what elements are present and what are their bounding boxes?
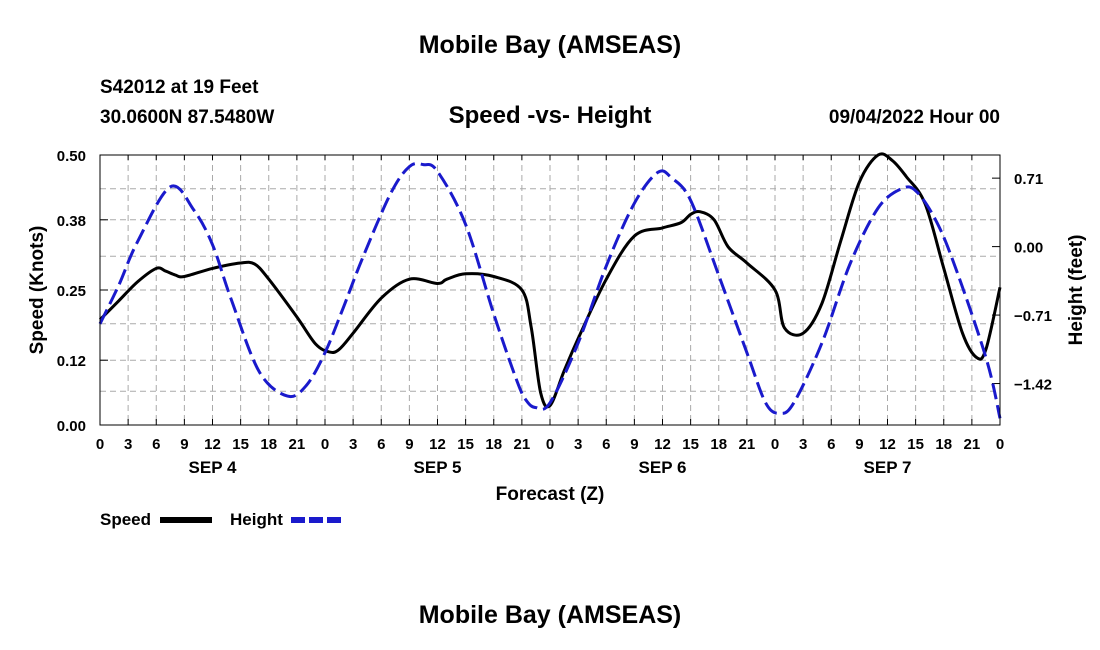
x-tick-label: 6 — [152, 436, 160, 453]
x-tick-label: 6 — [602, 436, 610, 453]
x-tick-label: 0 — [771, 436, 779, 453]
y2-tick-label: −1.42 — [1014, 377, 1052, 394]
tick-labels: 0 3 6 9 12 15 18 21 0 3 6 9 12 15 18 21 0 3 6 9 12 15 18 21 0 3 6 9… — [57, 148, 1052, 477]
plot-frame — [99, 154, 1001, 426]
x-tick-label: 9 — [855, 436, 863, 453]
x-tick-label: 15 — [457, 436, 474, 453]
legend: Speed Height — [100, 510, 342, 529]
day-label: SEP 5 — [414, 458, 462, 477]
x-tick-label: 3 — [349, 436, 357, 453]
legend-height-label: Height — [230, 510, 283, 529]
x-tick-label: 21 — [964, 436, 981, 453]
x-tick-label: 12 — [879, 436, 896, 453]
x-tick-label: 6 — [827, 436, 835, 453]
x-tick-label: 12 — [429, 436, 446, 453]
x-tick-label: 15 — [907, 436, 924, 453]
x-tick-label: 21 — [739, 436, 756, 453]
height-series-line — [98, 162, 1002, 419]
x-tick-label: 3 — [799, 436, 807, 453]
x-tick-label: 0 — [321, 436, 329, 453]
day-label: SEP 4 — [189, 458, 237, 477]
x-tick-label: 6 — [377, 436, 385, 453]
y-tick-label: 0.25 — [57, 283, 86, 300]
y-tick-label: 0.12 — [57, 353, 86, 370]
x-tick-label: 15 — [682, 436, 699, 453]
series-lines — [98, 152, 1002, 419]
x-tick-label: 9 — [630, 436, 638, 453]
x-tick-label: 18 — [935, 436, 952, 453]
x-tick-label: 3 — [574, 436, 582, 453]
page-title: Mobile Bay (AMSEAS) — [418, 31, 682, 59]
x-tick-label: 21 — [514, 436, 531, 453]
x-tick-label: 0 — [96, 436, 104, 453]
footer-title: Mobile Bay (AMSEAS) — [418, 601, 682, 629]
x-tick-label: 0 — [996, 436, 1004, 453]
day-label: SEP 7 — [864, 458, 912, 477]
datetime-label: 09/04/2022 Hour 00 — [828, 107, 1000, 128]
y-axis-title: Speed (Knots) — [27, 226, 48, 355]
x-tick-label: 15 — [232, 436, 249, 453]
y-tick-label: 0.00 — [57, 418, 86, 435]
x-axis-title: Forecast (Z) — [496, 484, 605, 505]
coordinates-label: 30.0600N 87.5480W — [100, 107, 275, 128]
x-tick-label: 9 — [180, 436, 188, 453]
y2-tick-label: −0.71 — [1014, 308, 1052, 325]
x-tick-label: 9 — [405, 436, 413, 453]
grid — [100, 155, 1000, 425]
day-label: SEP 6 — [639, 458, 687, 477]
x-tick-label: 18 — [710, 436, 727, 453]
x-tick-label: 18 — [485, 436, 502, 453]
x-tick-label: 12 — [204, 436, 221, 453]
y2-tick-label: 0.00 — [1014, 240, 1043, 257]
x-tick-label: 0 — [546, 436, 554, 453]
x-tick-label: 3 — [124, 436, 132, 453]
x-tick-label: 21 — [289, 436, 306, 453]
x-tick-label: 12 — [654, 436, 671, 453]
y-tick-label: 0.38 — [57, 213, 86, 230]
y-tick-label: 0.50 — [57, 148, 86, 165]
y2-axis-title: Height (feet) — [1066, 235, 1087, 346]
station-label: S42012 at 19 Feet — [100, 77, 259, 98]
chart-title: Speed -vs- Height — [448, 102, 652, 129]
y2-tick-label: 0.71 — [1014, 171, 1043, 188]
legend-speed-label: Speed — [100, 510, 151, 529]
x-tick-label: 18 — [260, 436, 277, 453]
